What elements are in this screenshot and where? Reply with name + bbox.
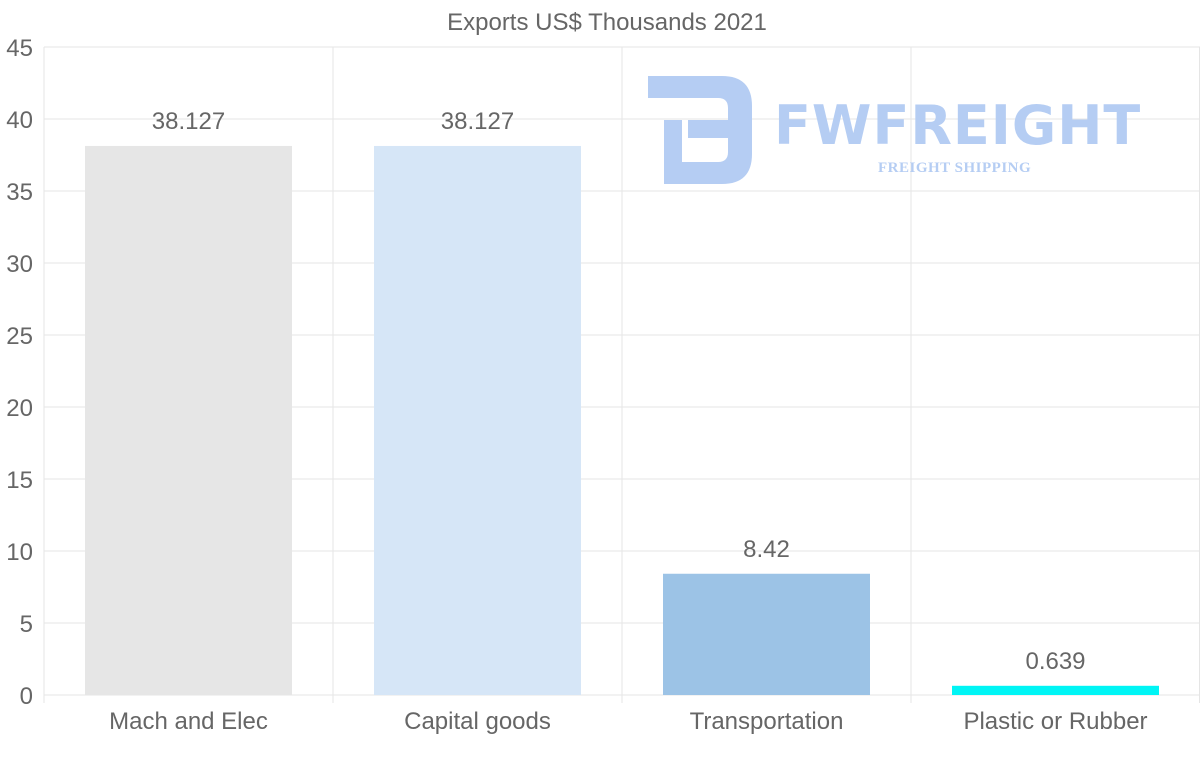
x-tick-label: Capital goods xyxy=(404,708,551,735)
y-axis-ticks: 0 5 10 15 20 25 30 35 40 45 xyxy=(6,35,33,710)
data-labels: 38.127 38.127 8.42 0.639 xyxy=(152,108,1086,675)
bars xyxy=(85,145,1159,696)
data-label: 38.127 xyxy=(441,108,514,135)
bar xyxy=(374,145,581,696)
y-tick-label: 10 xyxy=(6,539,33,566)
y-tick-label: 20 xyxy=(6,395,33,422)
data-label: 0.639 xyxy=(1025,648,1085,675)
x-tick-label: Plastic or Rubber xyxy=(963,708,1147,735)
y-tick-label: 0 xyxy=(20,683,33,710)
x-tick-label: Transportation xyxy=(690,708,844,735)
bar xyxy=(663,573,870,695)
data-label: 38.127 xyxy=(152,108,225,135)
bar xyxy=(952,685,1159,695)
x-axis-ticks: Mach and Elec Capital goods Transportation… xyxy=(109,708,1147,735)
y-tick-label: 15 xyxy=(6,467,33,494)
y-tick-label: 40 xyxy=(6,107,33,134)
y-tick-label: 5 xyxy=(20,611,33,638)
y-tick-label: 25 xyxy=(6,323,33,350)
y-tick-label: 30 xyxy=(6,251,33,278)
x-tick-label: Mach and Elec xyxy=(109,708,268,735)
y-tick-label: 45 xyxy=(6,35,33,62)
y-tick-label: 35 xyxy=(6,179,33,206)
chart-title: Exports US$ Thousands 2021 xyxy=(447,9,767,36)
data-label: 8.42 xyxy=(743,536,790,563)
bar xyxy=(85,145,292,696)
